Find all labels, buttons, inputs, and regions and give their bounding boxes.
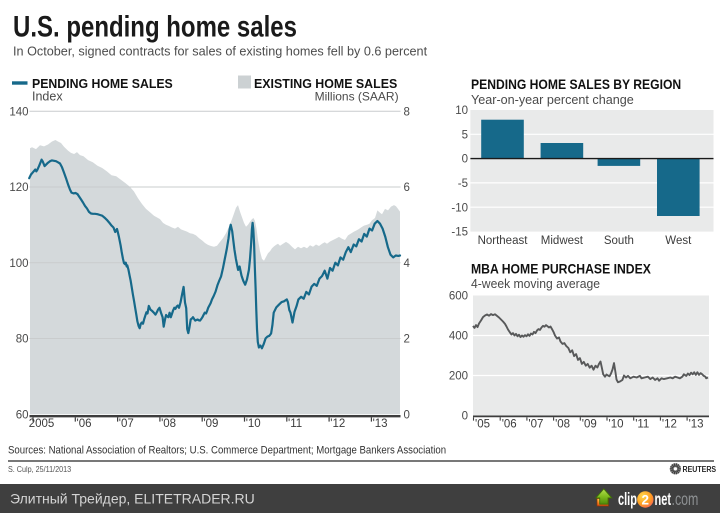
svg-text:Year-on-year percent change: Year-on-year percent change	[471, 92, 634, 107]
svg-text:'07: '07	[119, 418, 134, 430]
svg-text:South: South	[604, 235, 634, 247]
svg-text:-10: -10	[451, 202, 468, 214]
svg-text:MBA HOME PURCHASE INDEX: MBA HOME PURCHASE INDEX	[471, 261, 651, 277]
svg-text:net: net	[655, 491, 672, 510]
svg-text:6: 6	[404, 182, 410, 194]
svg-text:400: 400	[449, 331, 468, 343]
svg-text:'08: '08	[161, 418, 176, 430]
svg-text:120: 120	[9, 182, 28, 194]
svg-text:10: 10	[455, 105, 468, 117]
svg-text:.com: .com	[672, 490, 699, 510]
svg-text:EXISTING HOME SALES: EXISTING HOME SALES	[254, 77, 397, 91]
svg-text:140: 140	[9, 106, 28, 118]
svg-text:Northeast: Northeast	[478, 235, 529, 247]
svg-text:0: 0	[462, 154, 468, 166]
svg-text:'06: '06	[77, 418, 92, 430]
svg-text:PENDING HOME SALES: PENDING HOME SALES	[32, 77, 173, 91]
svg-text:Midwest: Midwest	[541, 235, 584, 247]
svg-text:0: 0	[462, 411, 468, 423]
svg-text:Элитный Трейдер, ELITETRADER.R: Элитный Трейдер, ELITETRADER.RU	[10, 491, 255, 507]
svg-text:'11: '11	[288, 418, 302, 430]
svg-text:4-week moving average: 4-week moving average	[471, 276, 600, 290]
svg-text:U.S. pending home sales: U.S. pending home sales	[13, 9, 297, 43]
svg-text:100: 100	[9, 258, 28, 270]
svg-text:2005: 2005	[29, 418, 55, 430]
svg-text:REUTERS: REUTERS	[683, 464, 717, 474]
svg-text:5: 5	[462, 129, 468, 141]
svg-text:-5: -5	[458, 178, 468, 190]
svg-text:0: 0	[404, 409, 410, 421]
svg-text:80: 80	[16, 334, 29, 346]
svg-text:'13: '13	[689, 419, 704, 431]
svg-text:clip: clip	[618, 491, 637, 510]
svg-text:4: 4	[404, 258, 411, 270]
svg-text:'09: '09	[203, 418, 218, 430]
svg-text:600: 600	[449, 291, 468, 303]
svg-text:'10: '10	[246, 418, 261, 430]
svg-text:PENDING HOME SALES BY REGION: PENDING HOME SALES BY REGION	[471, 76, 681, 92]
svg-text:'08: '08	[555, 419, 570, 431]
svg-text:'10: '10	[609, 419, 624, 431]
svg-text:'05: '05	[475, 419, 490, 431]
svg-text:'13: '13	[373, 418, 388, 430]
svg-text:-15: -15	[451, 227, 468, 239]
svg-text:2: 2	[642, 493, 650, 508]
svg-text:200: 200	[449, 371, 468, 383]
svg-text:S. Culp, 25/11/2013: S. Culp, 25/11/2013	[8, 465, 71, 474]
svg-text:'09: '09	[582, 419, 597, 431]
svg-text:8: 8	[404, 106, 410, 118]
svg-text:'12: '12	[662, 419, 677, 431]
svg-text:In October, signed contracts f: In October, signed contracts for sales o…	[13, 43, 428, 58]
svg-text:'11: '11	[635, 419, 649, 431]
svg-text:2: 2	[404, 334, 410, 346]
svg-text:'07: '07	[528, 419, 543, 431]
svg-text:'06: '06	[502, 419, 517, 431]
svg-text:60: 60	[16, 409, 29, 421]
svg-text:Millions (SAAR): Millions (SAAR)	[315, 90, 399, 104]
svg-text:Sources: National Association: Sources: National Association of Realtor…	[8, 445, 446, 457]
svg-text:West: West	[665, 235, 692, 247]
svg-text:'12: '12	[330, 418, 345, 430]
svg-text:Index: Index	[32, 90, 63, 104]
